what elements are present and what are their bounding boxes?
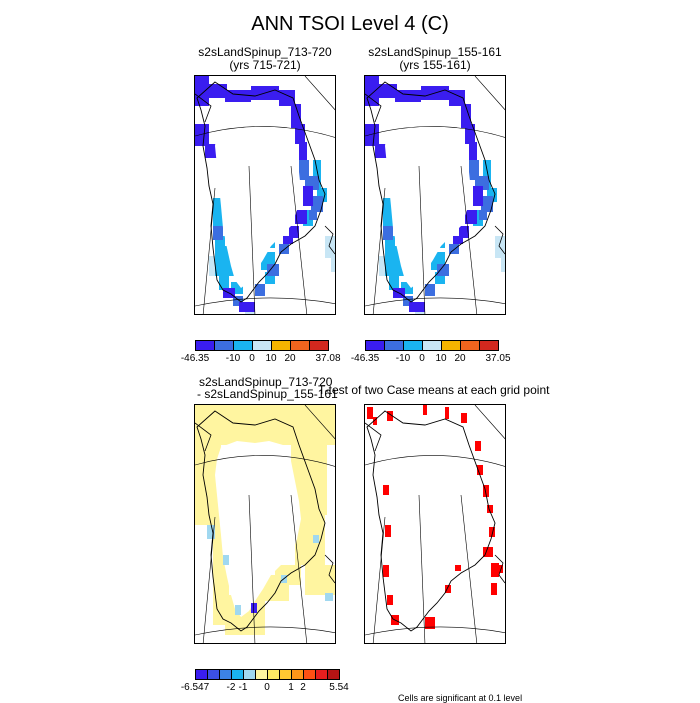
diff-title-line1: s2sLandSpinup_713-720 [199, 375, 333, 389]
ice-sheet-interior [215, 112, 301, 288]
map-panel-case1 [194, 75, 336, 315]
diff-title-line2: - s2sLandSpinup_155-161 [197, 387, 338, 401]
colorbar-cell [441, 340, 461, 351]
coastline-fragment [365, 93, 382, 123]
colorbar-tick-label: 2 [300, 682, 306, 693]
significant-cells [367, 405, 503, 629]
case1-title: s2sLandSpinup_713-720 [198, 45, 332, 59]
colorbar-cell [271, 340, 291, 351]
significance-footnote: Cells are significant at 0.1 level [398, 693, 523, 703]
colorbar-tick-label: 37.08 [315, 353, 341, 364]
ice-sheet-interior [215, 441, 301, 617]
map-ttest [365, 405, 505, 643]
diff-cell-negative [251, 603, 257, 613]
ttest-title: T-test of two Case means at each grid po… [318, 383, 550, 397]
colorbar-tick-label: 0 [419, 353, 425, 364]
ice-sheet-interior [385, 112, 471, 288]
colorbar-cell [195, 340, 215, 351]
colorbar-cell [422, 340, 442, 351]
figure-title: ANN TSOI Level 4 (C) [251, 13, 449, 35]
colorbar-tick-label: 0 [264, 682, 270, 693]
greenland-coastline [196, 410, 326, 632]
greenland-coastline [366, 81, 496, 303]
case2-title: s2sLandSpinup_155-161 [368, 45, 502, 59]
coastline-fragment [324, 554, 335, 584]
value-cells-cold [365, 76, 483, 312]
graticule [365, 76, 505, 314]
coastline-fragment [494, 554, 505, 584]
colorbar-tick-label: 1 [288, 682, 294, 693]
graticule [195, 405, 335, 643]
colorbar-cell [252, 340, 272, 351]
colorbar-cell [290, 340, 310, 351]
colorbar-tick-label: 37.05 [485, 353, 511, 364]
coastline-fragment [494, 225, 505, 255]
colorbar-cell [309, 340, 329, 351]
colorbar-tick-label: -1 [238, 682, 248, 693]
colorbar-diff [195, 669, 340, 680]
colorbar-tick-label: -46.35 [180, 353, 210, 364]
map-panel-diff [194, 404, 336, 644]
colorbar-tick-label: 20 [284, 353, 296, 364]
greenland-coastline [366, 410, 496, 632]
colorbar-case1 [195, 340, 329, 351]
colorbar-cell [233, 340, 253, 351]
coastline-fragment [195, 422, 212, 452]
coastline-fragment [195, 93, 212, 123]
colorbar-cell [365, 340, 385, 351]
map-panel-ttest [364, 404, 506, 644]
map-case1 [195, 76, 335, 314]
colorbar-tick-label: -6.547 [180, 682, 210, 693]
graticule [365, 405, 505, 643]
colorbar-cell [460, 340, 480, 351]
colorbar-tick-label: -46.35 [350, 353, 380, 364]
colorbar-cell [214, 340, 234, 351]
value-cells-cool [383, 160, 493, 306]
colorbar-tick-label: 10 [265, 353, 277, 364]
coastline-fragment [365, 422, 382, 452]
colorbar-cell [327, 669, 340, 680]
colorbar-tick-label: -10 [395, 353, 411, 364]
colorbar-tick-label: 20 [454, 353, 466, 364]
greenland-coastline [196, 81, 326, 303]
colorbar-tick-label: 5.54 [329, 682, 349, 693]
coastline-fragment [324, 225, 335, 255]
map-panel-case2 [364, 75, 506, 315]
graticule [195, 76, 335, 314]
colorbar-case2 [365, 340, 499, 351]
map-diff [195, 405, 335, 643]
colorbar-tick-label: 0 [249, 353, 255, 364]
colorbar-cell [403, 340, 423, 351]
map-case2 [365, 76, 505, 314]
colorbar-cell [384, 340, 404, 351]
case1-years: (yrs 715-721) [229, 58, 301, 72]
colorbar-tick-label: -10 [225, 353, 241, 364]
colorbar-tick-label: -2 [226, 682, 236, 693]
colorbar-tick-label: 10 [435, 353, 447, 364]
colorbar-cell [479, 340, 499, 351]
case2-years: (yrs 155-161) [399, 58, 471, 72]
